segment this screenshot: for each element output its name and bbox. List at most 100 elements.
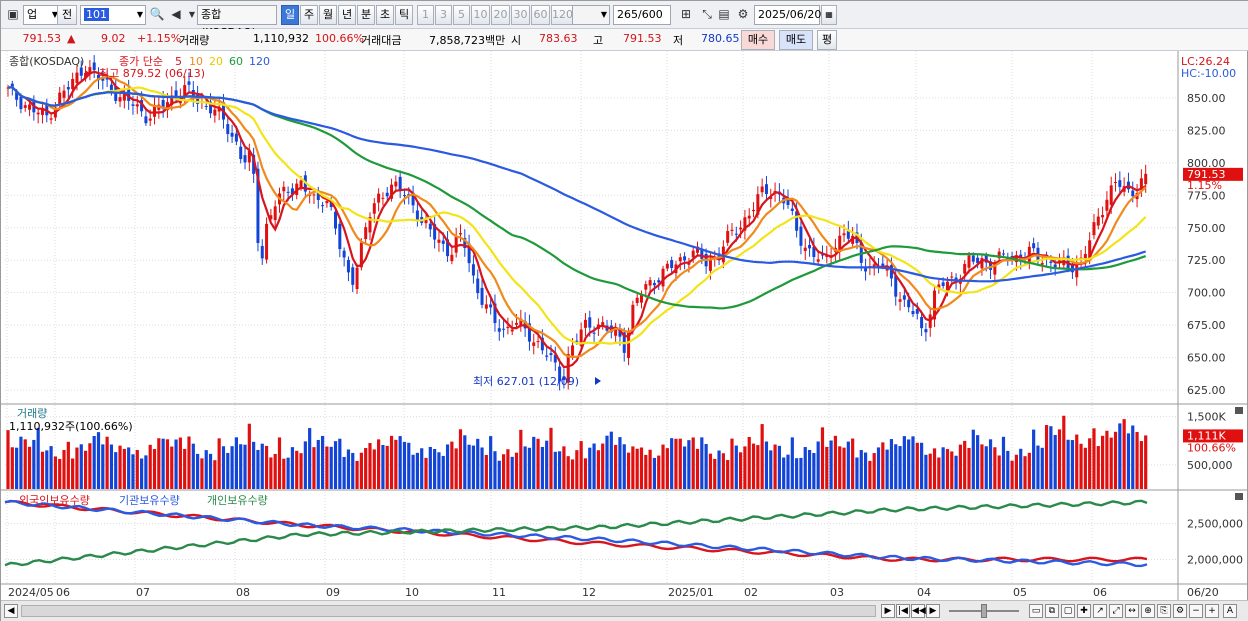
volume-bar[interactable] [252, 441, 256, 489]
volume-bar[interactable] [1006, 450, 1010, 489]
volume-bar[interactable] [1139, 441, 1143, 489]
volume-bar[interactable] [670, 438, 674, 489]
candle-body[interactable] [19, 96, 23, 110]
candle-body[interactable] [368, 217, 372, 233]
volume-bar[interactable] [36, 427, 40, 489]
candle-body[interactable] [1053, 264, 1057, 268]
volume-bar[interactable] [911, 436, 915, 489]
candle-body[interactable] [631, 304, 635, 330]
volume-bar[interactable] [221, 446, 226, 489]
volume-bar[interactable] [506, 449, 510, 489]
candle-body[interactable] [696, 246, 700, 253]
volume-bar[interactable] [1083, 447, 1087, 489]
volume-bar[interactable] [786, 454, 790, 489]
volume-bar[interactable] [308, 428, 312, 489]
candle-body[interactable] [976, 257, 980, 264]
candle-body[interactable] [881, 263, 885, 266]
volume-bar[interactable] [79, 444, 83, 489]
volume-bar[interactable] [889, 439, 894, 489]
candle-body[interactable] [109, 84, 113, 91]
interval-button-120[interactable]: 120 [551, 5, 573, 25]
volume-bar[interactable] [863, 452, 868, 489]
volume-bar[interactable] [290, 447, 295, 489]
volume-bar[interactable] [997, 455, 1001, 489]
volume-bar[interactable] [941, 447, 945, 489]
volume-bar[interactable] [62, 449, 66, 489]
volume-bar[interactable] [540, 446, 544, 489]
volume-bar[interactable] [1135, 431, 1139, 489]
candle-body[interactable] [28, 104, 32, 110]
candle-body[interactable] [23, 105, 27, 108]
date-input[interactable]: 2025/06/20 [754, 5, 821, 25]
candle-body[interactable] [204, 105, 208, 107]
candle-body[interactable] [234, 133, 238, 142]
volume-bar[interactable] [704, 444, 708, 489]
candle-body[interactable] [471, 264, 475, 276]
candle-body[interactable] [92, 62, 96, 71]
candle-body[interactable] [536, 341, 540, 343]
calendar-button[interactable]: ▦ [821, 5, 837, 25]
scroll-left-icon[interactable]: ◀ [4, 604, 18, 618]
candle-body[interactable] [1040, 263, 1044, 265]
volume-bar[interactable] [1118, 423, 1122, 489]
candle-body[interactable] [213, 109, 217, 116]
candle-body[interactable] [1096, 216, 1100, 226]
candle-body[interactable] [66, 87, 70, 90]
candle-body[interactable] [153, 105, 157, 117]
candle-body[interactable] [312, 194, 316, 196]
volume-bar[interactable] [782, 457, 786, 489]
volume-bar[interactable] [622, 444, 626, 489]
candle-body[interactable] [493, 303, 497, 324]
volume-bar[interactable] [312, 447, 316, 489]
volume-bar[interactable] [614, 444, 618, 489]
volume-bar[interactable] [92, 435, 96, 489]
candle-body[interactable] [316, 190, 320, 201]
candle-body[interactable] [920, 316, 924, 329]
candle-body[interactable] [377, 193, 381, 203]
volume-bar[interactable] [200, 458, 204, 489]
candle-body[interactable] [372, 203, 376, 214]
candle-body[interactable] [506, 326, 510, 329]
volume-bar[interactable] [157, 438, 161, 489]
volume-bar[interactable] [1131, 425, 1135, 489]
volume-bar[interactable] [682, 446, 687, 489]
candle-body[interactable] [127, 88, 131, 101]
volume-bar[interactable] [816, 441, 820, 489]
volume-bar[interactable] [570, 459, 575, 489]
volume-bar[interactable] [674, 438, 678, 489]
volume-bar[interactable] [71, 458, 75, 489]
volume-bar[interactable] [152, 449, 157, 489]
volume-bar[interactable] [583, 458, 588, 489]
volume-bar[interactable] [545, 440, 549, 489]
volume-bar[interactable] [204, 450, 208, 489]
volume-bar[interactable] [493, 451, 497, 489]
volume-bar[interactable] [1062, 415, 1066, 489]
volume-bar[interactable] [734, 445, 738, 489]
interval-button-10[interactable]: 10 [471, 5, 490, 25]
volume-bar[interactable] [868, 460, 872, 489]
volume-bar[interactable] [178, 437, 182, 489]
volume-bar[interactable] [333, 441, 338, 489]
volume-bar[interactable] [394, 439, 398, 489]
candle-body[interactable] [808, 244, 812, 249]
volume-bar[interactable] [1144, 435, 1148, 489]
candle-body[interactable] [1088, 240, 1092, 258]
volume-bar[interactable] [450, 441, 454, 489]
candle-body[interactable] [183, 85, 187, 98]
volume-bar[interactable] [876, 447, 881, 489]
volume-bar[interactable] [872, 453, 876, 489]
volume-bar[interactable] [476, 438, 480, 489]
candle-body[interactable] [101, 78, 105, 81]
volume-bar[interactable] [196, 453, 200, 489]
volume-bar[interactable] [355, 460, 359, 489]
volume-bar[interactable] [96, 432, 101, 489]
volume-bar[interactable] [1100, 435, 1105, 489]
interval-button-1[interactable]: 1 [417, 5, 434, 25]
candle-body[interactable] [1066, 255, 1070, 268]
volume-bar[interactable] [260, 443, 264, 489]
candle-body[interactable] [700, 248, 704, 259]
period-button-3[interactable]: 년 [338, 5, 356, 25]
volume-bar[interactable] [424, 457, 428, 489]
candle-body[interactable] [519, 318, 523, 325]
volume-bar[interactable] [437, 452, 441, 489]
